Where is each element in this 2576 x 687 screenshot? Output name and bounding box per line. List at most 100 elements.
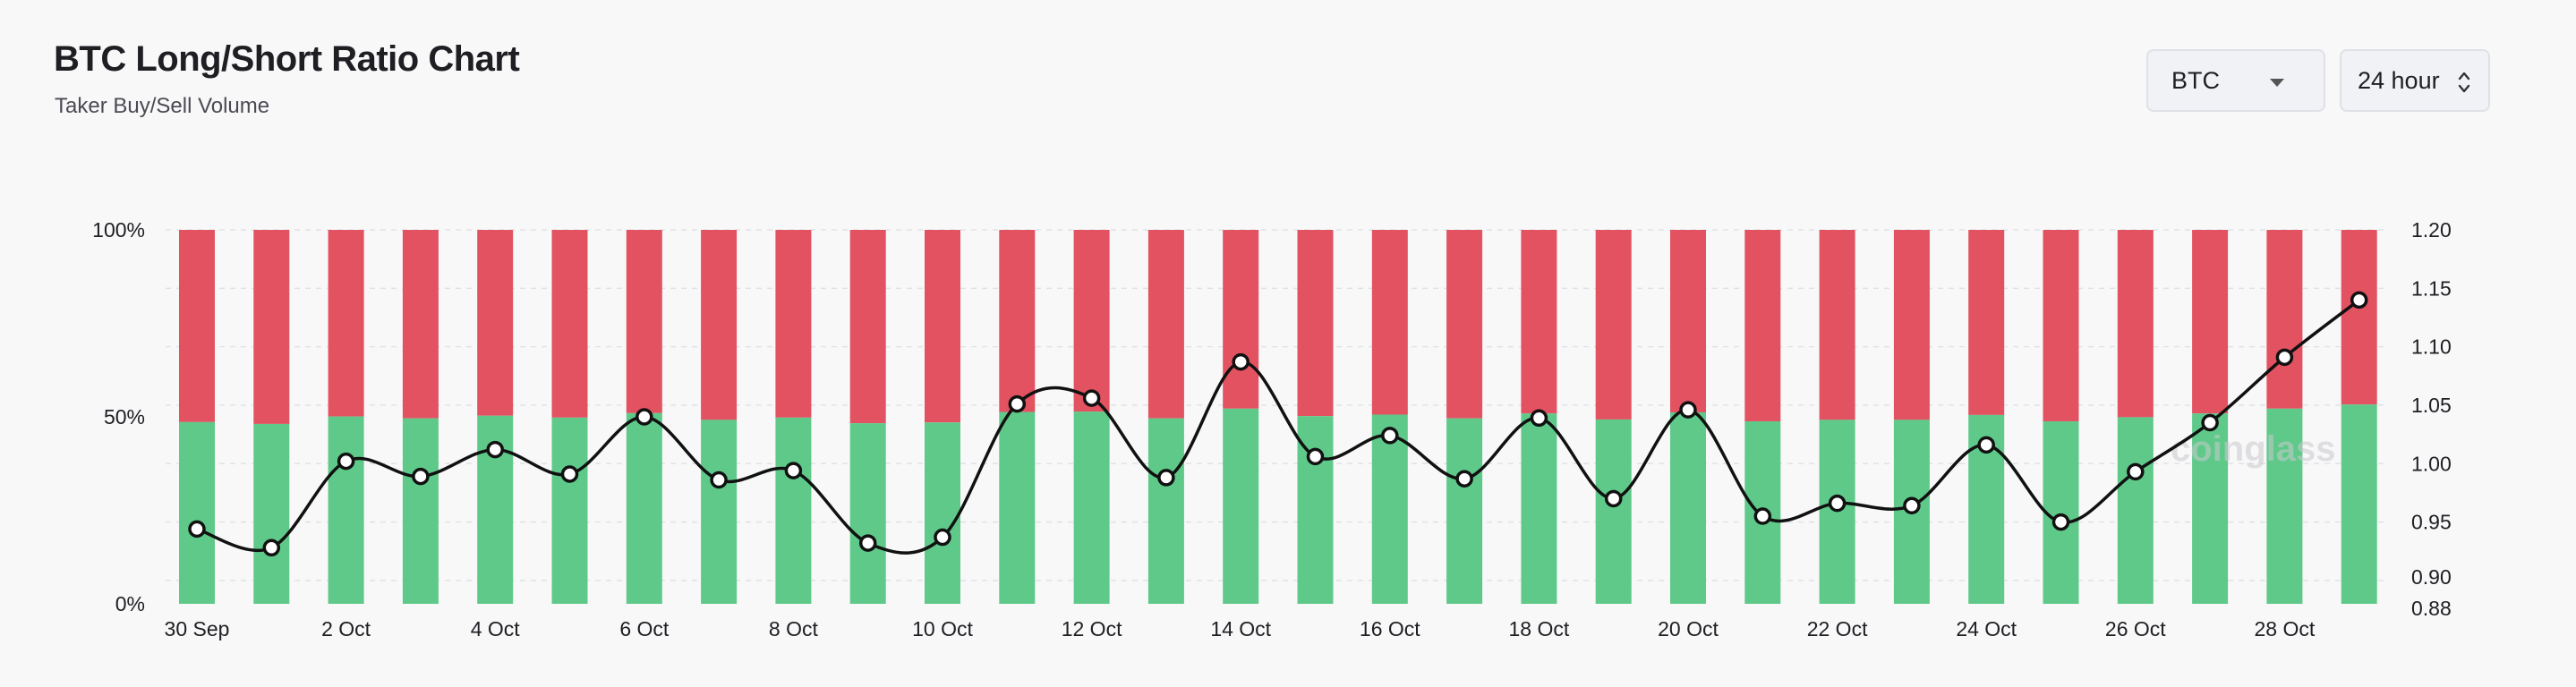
x-tick-label: 22 Oct — [1807, 617, 1868, 640]
ratio-point — [486, 440, 504, 459]
grid-lines — [166, 229, 2388, 581]
ratio-point — [2051, 513, 2070, 531]
ratio-point — [1679, 401, 1697, 419]
sell-bar — [2192, 230, 2229, 414]
sell-bar — [626, 230, 662, 413]
ratio-point — [1753, 507, 1772, 525]
buy-bar — [1073, 411, 1110, 604]
ratio-point — [858, 534, 877, 552]
buy-bar — [626, 412, 662, 604]
ratio-point — [710, 471, 728, 489]
ratio-point — [188, 520, 206, 539]
buy-bar — [1670, 411, 1706, 604]
y-right-tick-label: 1.05 — [2411, 394, 2452, 417]
sell-bar — [2117, 230, 2154, 418]
ratio-point — [1157, 469, 1175, 487]
buy-bar — [179, 421, 215, 604]
buy-bar — [2117, 417, 2154, 604]
buy-bar — [925, 422, 960, 604]
symbol-select-value: BTC — [2171, 66, 2220, 94]
y-left-tick-label: 50% — [104, 405, 145, 428]
ratio-point — [262, 539, 281, 557]
sell-bar — [179, 230, 215, 422]
sell-bar — [1819, 230, 1855, 420]
x-tick-label: 10 Oct — [912, 617, 973, 640]
coinglass-watermark: coinglass — [2171, 429, 2336, 469]
x-tick-label: 20 Oct — [1658, 617, 1719, 640]
sell-bar — [1521, 230, 1557, 414]
ratio-point — [1381, 427, 1399, 445]
ratio-point — [934, 528, 951, 547]
line-layer — [188, 291, 2368, 557]
sell-bar — [253, 230, 290, 424]
y-right-tick-label: 1.10 — [2411, 335, 2452, 359]
buy-bar — [2043, 421, 2079, 604]
buy-bar — [1446, 418, 1483, 604]
x-tick-label: 4 Oct — [471, 617, 521, 640]
y-left-tick-label: 0% — [115, 592, 145, 615]
buy-bar — [1371, 414, 1408, 604]
symbol-select[interactable]: BTC — [2146, 49, 2325, 112]
sell-bar — [1223, 230, 1259, 409]
ratio-point — [784, 462, 803, 479]
y-right-tick-label: 1.15 — [2411, 276, 2452, 300]
ratio-line — [196, 298, 2360, 555]
buy-bar — [328, 416, 364, 604]
ratio-point — [1828, 494, 1847, 513]
ratio-point — [1604, 489, 1623, 508]
buy-bar — [775, 417, 812, 604]
buy-bar — [1595, 419, 1632, 604]
bars-layer — [179, 230, 2377, 604]
x-tick-label: 6 Oct — [619, 617, 670, 640]
x-tick-label: 16 Oct — [1360, 617, 1420, 640]
x-tick-label: 18 Oct — [1509, 617, 1570, 640]
ratio-point — [1530, 409, 1548, 428]
page-title: BTC Long/Short Ratio Chart — [54, 39, 520, 79]
x-tick-label: 8 Oct — [769, 617, 819, 640]
ratio-point — [2127, 462, 2145, 481]
sell-bar — [1446, 230, 1483, 419]
buy-bar — [1521, 413, 1557, 604]
y-right-tick-label: 1.20 — [2411, 218, 2452, 242]
buy-bar — [402, 418, 439, 604]
sell-bar — [1893, 230, 1930, 420]
buy-bar — [999, 411, 1036, 604]
sell-bar — [1744, 230, 1781, 422]
y-right-tick-label: 0.88 — [2411, 597, 2452, 620]
ratio-point — [1455, 470, 1473, 488]
interval-select[interactable]: 24 hour — [2340, 49, 2490, 112]
buy-bar — [2192, 413, 2229, 604]
ratio-point — [1306, 447, 1325, 466]
buy-bar — [253, 423, 290, 604]
x-tick-label: 26 Oct — [2105, 617, 2166, 640]
sell-bar — [775, 230, 812, 418]
x-tick-label: 14 Oct — [1210, 617, 1271, 640]
ratio-point — [1082, 389, 1101, 407]
sell-bar — [1371, 230, 1408, 415]
ratio-point — [1903, 496, 1921, 515]
buy-bar — [849, 423, 886, 604]
y-left-tick-label: 100% — [92, 218, 145, 242]
sell-bar — [328, 230, 364, 417]
ratio-point — [560, 465, 579, 483]
axes: 0% 50% 100% 0.88 0.90 0.95 1.00 1.05 1.10 1.15 1.2… — [92, 218, 2452, 640]
x-tick-label: 24 Oct — [1956, 617, 2017, 640]
ratio-point — [412, 467, 430, 486]
caret-down-icon — [2270, 79, 2284, 87]
sell-bar — [1968, 230, 2005, 415]
y-right-tick-label: 1.00 — [2411, 452, 2452, 475]
sell-bar — [2266, 230, 2303, 409]
x-tick-label: 30 Sep — [165, 617, 230, 640]
sell-bar — [402, 230, 439, 419]
sell-bar — [701, 230, 738, 420]
y-right-tick-label: 0.95 — [2411, 511, 2452, 534]
sell-bar — [1670, 230, 1706, 412]
ratio-point — [1008, 394, 1027, 413]
x-tick-label: 2 Oct — [321, 617, 371, 640]
sell-bar — [2043, 230, 2079, 422]
sell-bar — [1297, 230, 1334, 417]
sell-bar — [849, 230, 886, 424]
ratio-point — [2201, 413, 2219, 432]
buy-bar — [701, 420, 738, 604]
sell-bar — [477, 230, 514, 416]
